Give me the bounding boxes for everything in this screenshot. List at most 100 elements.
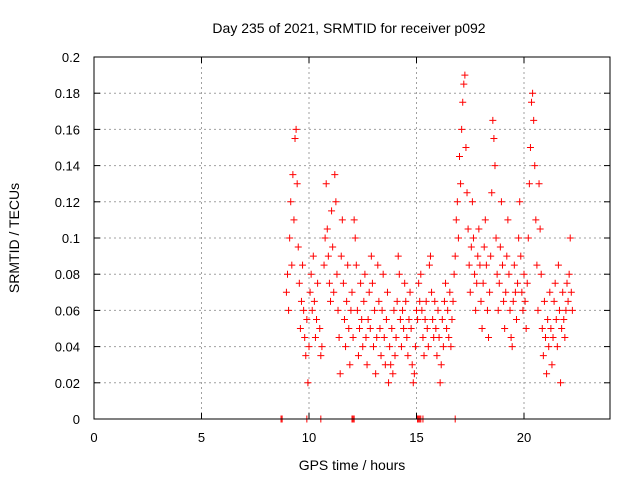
data-point	[440, 297, 448, 305]
data-point	[405, 315, 413, 323]
data-point	[509, 297, 517, 305]
data-point	[368, 279, 376, 287]
data-point	[429, 315, 437, 323]
data-point	[457, 180, 465, 188]
data-point	[461, 71, 469, 79]
x-tick-label: 10	[302, 430, 316, 445]
data-point	[337, 252, 345, 260]
data-point	[544, 315, 552, 323]
data-point	[376, 325, 384, 332]
data-point	[354, 352, 362, 360]
data-point	[486, 288, 494, 296]
data-point	[359, 343, 367, 351]
data-point	[508, 343, 516, 351]
data-point	[424, 343, 432, 351]
data-point	[551, 279, 559, 287]
data-point	[433, 352, 441, 360]
data-point	[492, 234, 500, 242]
data-point	[399, 306, 407, 314]
data-point	[528, 98, 536, 106]
data-point	[284, 270, 291, 278]
data-point	[506, 306, 514, 314]
data-point	[525, 180, 533, 188]
data-point	[320, 261, 328, 269]
data-point	[524, 234, 532, 242]
data-point	[403, 334, 411, 342]
data-point	[516, 198, 524, 206]
data-point	[487, 252, 495, 260]
data-point	[410, 370, 418, 378]
data-point	[501, 325, 509, 332]
data-point	[392, 334, 400, 342]
data-point	[349, 334, 357, 342]
data-point	[309, 252, 317, 260]
data-point	[401, 279, 409, 287]
data-point	[514, 279, 522, 287]
plot-frame	[93, 56, 611, 420]
data-point	[356, 325, 364, 332]
data-point	[522, 325, 530, 332]
data-point	[453, 198, 461, 206]
data-point	[477, 297, 485, 305]
data-point	[373, 334, 381, 342]
data-point	[346, 361, 354, 369]
data-point	[428, 288, 436, 296]
data-point	[515, 234, 523, 242]
data-point	[305, 343, 313, 351]
data-point	[378, 306, 386, 314]
data-point	[480, 243, 488, 251]
data-point	[510, 261, 518, 269]
data-point	[286, 234, 294, 242]
data-point	[520, 270, 528, 278]
data-point	[552, 315, 560, 323]
data-point	[545, 343, 553, 351]
data-point	[534, 306, 542, 314]
data-point	[533, 261, 541, 269]
data-point	[425, 261, 433, 269]
data-point	[436, 379, 444, 387]
data-point	[547, 325, 555, 332]
data-point	[540, 297, 548, 305]
data-point	[345, 325, 353, 332]
data-point	[387, 361, 395, 369]
data-point	[553, 343, 561, 351]
data-point	[288, 261, 296, 269]
data-point	[495, 279, 503, 287]
data-point	[364, 315, 372, 323]
data-point	[512, 315, 520, 323]
data-point	[329, 243, 337, 251]
data-point	[328, 207, 336, 215]
y-tick-label: 0.1	[62, 231, 80, 246]
data-point	[300, 306, 308, 314]
data-point	[331, 171, 339, 179]
data-point	[464, 225, 472, 233]
data-point	[444, 306, 452, 314]
data-point	[566, 234, 574, 242]
data-point	[308, 306, 316, 314]
data-point	[526, 144, 534, 151]
data-point	[299, 261, 307, 269]
data-point	[481, 216, 489, 224]
data-point	[334, 306, 342, 314]
data-point	[295, 279, 303, 287]
data-point	[367, 252, 375, 260]
data-point	[351, 234, 359, 242]
data-point	[426, 252, 434, 260]
data-point	[418, 306, 426, 314]
data-point	[357, 279, 365, 287]
data-point	[529, 89, 537, 97]
data-point	[475, 225, 483, 233]
data-point	[303, 315, 311, 323]
data-point	[327, 297, 334, 305]
data-point	[402, 297, 410, 305]
data-point	[407, 325, 415, 332]
data-point	[507, 334, 515, 342]
data-point	[347, 306, 355, 314]
data-point	[380, 334, 388, 342]
data-point	[415, 279, 423, 287]
data-point	[483, 306, 491, 314]
data-point	[519, 306, 527, 314]
x-tick-label: 0	[90, 430, 97, 445]
data-point	[496, 243, 504, 251]
data-point	[494, 306, 502, 314]
